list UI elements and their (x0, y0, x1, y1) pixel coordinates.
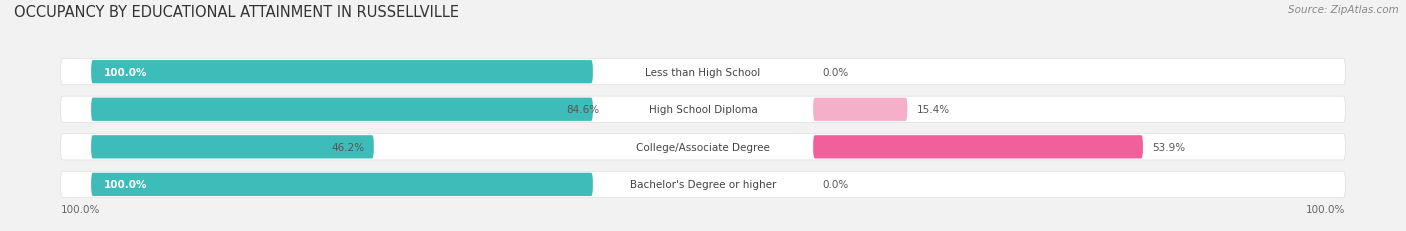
Text: Less than High School: Less than High School (645, 67, 761, 77)
Text: 0.0%: 0.0% (823, 67, 849, 77)
Text: Bachelor's Degree or higher: Bachelor's Degree or higher (630, 179, 776, 190)
FancyBboxPatch shape (91, 136, 374, 159)
Text: Source: ZipAtlas.com: Source: ZipAtlas.com (1288, 5, 1399, 15)
FancyBboxPatch shape (91, 61, 593, 84)
Text: 100.0%: 100.0% (1306, 204, 1346, 214)
FancyBboxPatch shape (60, 59, 1346, 85)
FancyBboxPatch shape (813, 136, 1143, 159)
Text: 100.0%: 100.0% (104, 179, 146, 190)
FancyBboxPatch shape (91, 98, 593, 121)
Text: 100.0%: 100.0% (104, 67, 146, 77)
Text: 53.9%: 53.9% (1152, 142, 1185, 152)
Text: 0.0%: 0.0% (823, 179, 849, 190)
FancyBboxPatch shape (813, 98, 907, 121)
FancyBboxPatch shape (60, 97, 1346, 123)
Text: 84.6%: 84.6% (567, 105, 599, 115)
Text: 100.0%: 100.0% (60, 204, 100, 214)
FancyBboxPatch shape (91, 173, 593, 196)
FancyBboxPatch shape (60, 171, 1346, 198)
FancyBboxPatch shape (60, 134, 1346, 160)
Text: OCCUPANCY BY EDUCATIONAL ATTAINMENT IN RUSSELLVILLE: OCCUPANCY BY EDUCATIONAL ATTAINMENT IN R… (14, 5, 460, 20)
Text: 15.4%: 15.4% (917, 105, 949, 115)
Text: 46.2%: 46.2% (332, 142, 364, 152)
Text: High School Diploma: High School Diploma (648, 105, 758, 115)
Text: College/Associate Degree: College/Associate Degree (636, 142, 770, 152)
